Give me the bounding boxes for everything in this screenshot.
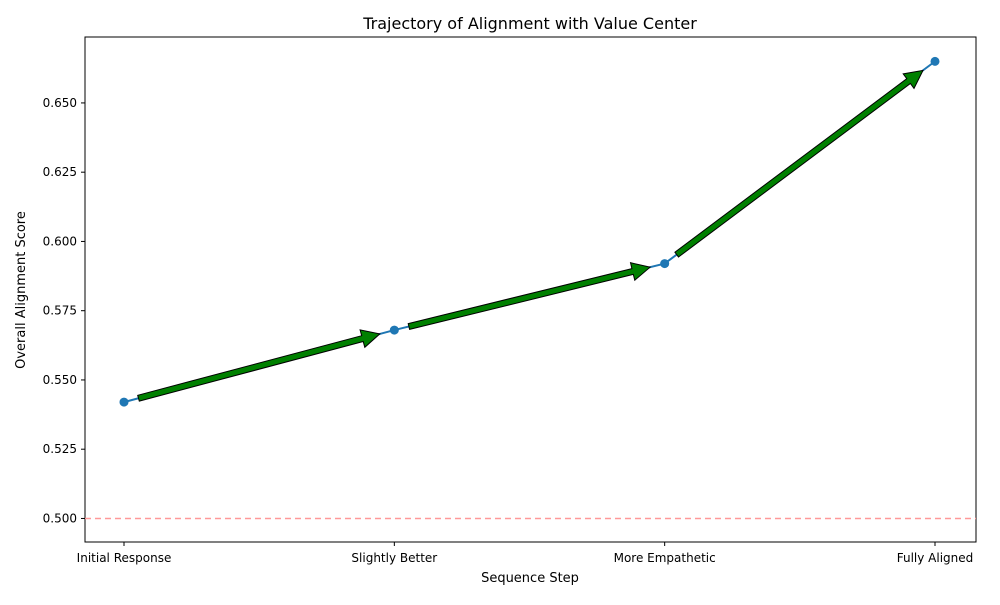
x-axis-label: Sequence Step xyxy=(481,571,579,586)
chart-title: Trajectory of Alignment with Value Cente… xyxy=(362,14,697,33)
axes-frame xyxy=(84,36,977,543)
y-tick-label: 0.600 xyxy=(43,234,77,248)
trajectory-arrow xyxy=(407,262,652,331)
y-tick-label: 0.500 xyxy=(43,511,77,525)
data-point xyxy=(660,259,670,269)
trajectory-arrow xyxy=(674,69,924,258)
x-tick-label: Fully Aligned xyxy=(897,551,974,565)
plot-area: 0.500 0.525 0.550 0.575 0.600 0.625 0.650 Initi… xyxy=(43,36,977,565)
data-point xyxy=(119,397,129,407)
y-axis-label: Overall Alignment Score xyxy=(14,211,29,369)
y-tick-label: 0.550 xyxy=(43,373,77,387)
y-tick-label: 0.650 xyxy=(43,96,77,110)
series-line xyxy=(123,60,936,404)
trajectory-arrow xyxy=(137,329,381,402)
x-tick-label: More Empathetic xyxy=(614,551,716,565)
data-point xyxy=(930,56,940,66)
x-tick-label: Initial Response xyxy=(77,551,172,565)
y-tick-label: 0.525 xyxy=(43,442,77,456)
y-tick-label: 0.575 xyxy=(43,304,77,318)
y-tick-label: 0.625 xyxy=(43,165,77,179)
data-point xyxy=(389,325,399,335)
x-tick-label: Slightly Better xyxy=(351,551,437,565)
